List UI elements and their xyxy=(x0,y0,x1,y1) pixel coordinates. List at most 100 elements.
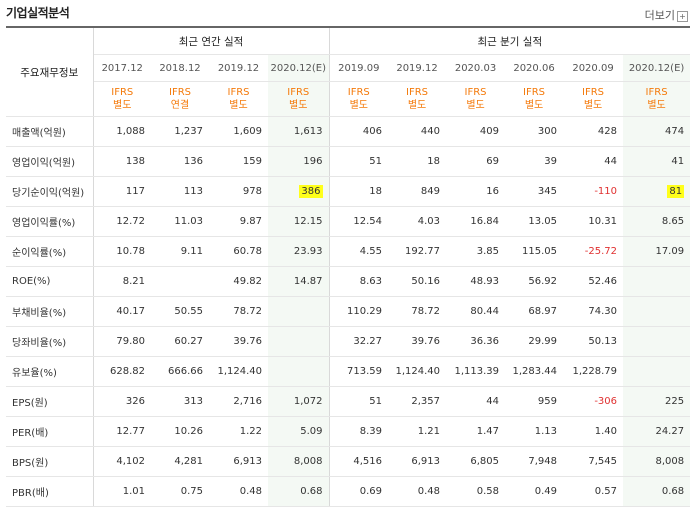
cell-value: 16.84 xyxy=(470,216,500,227)
period-header: 2020.12(E) xyxy=(623,54,691,82)
more-link[interactable]: 더보기 + xyxy=(645,7,688,23)
cell-value: 0.75 xyxy=(180,486,203,497)
cell-value: 1,124.40 xyxy=(395,366,441,377)
data-cell: 159 xyxy=(209,146,268,177)
data-cell: 1,088 xyxy=(93,116,151,147)
cell-value: 326 xyxy=(125,396,145,407)
cell-value: 159 xyxy=(242,156,262,167)
data-cell: 474 xyxy=(623,116,691,147)
data-cell: 1,124.40 xyxy=(209,356,268,387)
data-cell: 10.78 xyxy=(93,236,151,267)
standard-scope: 연결 xyxy=(170,100,190,111)
cell-value: 474 xyxy=(665,126,685,137)
cell-value: 7,545 xyxy=(588,456,618,467)
cell-value: 1.01 xyxy=(122,486,145,497)
cell-value: 1,072 xyxy=(293,396,323,407)
data-cell: 7,948 xyxy=(505,446,564,477)
data-cell: 48.93 xyxy=(446,266,506,297)
cell-value: 0.48 xyxy=(239,486,262,497)
data-cell: 4,102 xyxy=(93,446,151,477)
data-cell: 406 xyxy=(329,116,389,147)
data-cell: 9.87 xyxy=(209,206,268,237)
financial-table: 주요재무정보 최근 연간 실적 최근 분기 실적 2017.12 2018.12 2… xyxy=(6,26,691,507)
row-label: 영업이익(억원) xyxy=(6,146,94,177)
table-row: 매출액(억원) 1,088 1,237 1,609 1,613 406 440 409 300 4… xyxy=(6,116,691,147)
cell-value: 10.26 xyxy=(174,426,203,437)
data-cell: 0.68 xyxy=(623,476,691,507)
row-label: 매출액(억원) xyxy=(6,116,94,147)
cell-value: 225 xyxy=(665,396,685,407)
data-cell: 2,716 xyxy=(209,386,268,417)
cell-value: 1,228.79 xyxy=(572,366,618,377)
cell-value: 39.76 xyxy=(411,336,441,347)
cell-value: 117 xyxy=(125,186,145,197)
data-cell: 24.27 xyxy=(623,416,691,447)
data-cell: 78.72 xyxy=(209,296,268,327)
section-title: 기업실적분석 xyxy=(6,6,70,20)
data-cell: 138 xyxy=(93,146,151,177)
cell-value: 2,357 xyxy=(411,396,441,407)
cell-value: 1.21 xyxy=(417,426,441,437)
data-cell: 60.78 xyxy=(209,236,268,267)
data-cell: 1,113.39 xyxy=(446,356,506,387)
cell-value: 60.78 xyxy=(233,246,262,257)
data-cell: 39.76 xyxy=(388,326,447,357)
cell-value: -306 xyxy=(594,396,618,407)
data-cell: 9.11 xyxy=(151,236,209,267)
cell-value: 113 xyxy=(183,186,203,197)
cell-value: 32.27 xyxy=(353,336,383,347)
cell-value: 2,716 xyxy=(233,396,262,407)
data-cell: 29.99 xyxy=(505,326,564,357)
data-cell: 5.09 xyxy=(268,416,330,447)
cell-value: 50.55 xyxy=(174,306,203,317)
cell-value: 16 xyxy=(486,186,500,197)
cell-value: 1,613 xyxy=(293,126,323,137)
data-cell: 10.31 xyxy=(563,206,624,237)
data-cell: 80.44 xyxy=(446,296,506,327)
cell-value: 39 xyxy=(544,156,558,167)
data-cell: 1.01 xyxy=(93,476,151,507)
cell-value: 1.13 xyxy=(534,426,558,437)
data-cell: 51 xyxy=(329,386,389,417)
cell-value: 1,283.44 xyxy=(512,366,558,377)
data-cell: 7,545 xyxy=(563,446,624,477)
cell-value: 409 xyxy=(479,126,500,137)
cell-value: 44 xyxy=(604,156,618,167)
row-label: PER(배) xyxy=(6,416,94,447)
data-cell: 39.76 xyxy=(209,326,268,357)
table-row: 당기순이익(억원) 117 113 978 386 18 849 16 345 -110 81 xyxy=(6,176,691,207)
cell-value: 0.57 xyxy=(594,486,618,497)
cell-value: 14.87 xyxy=(293,276,323,287)
data-cell: 10.26 xyxy=(151,416,209,447)
cell-value: 80.44 xyxy=(470,306,500,317)
cell-value: 406 xyxy=(362,126,383,137)
period-header: 2020.12(E) xyxy=(268,54,330,82)
data-cell: 52.46 xyxy=(563,266,624,297)
period-header: 2018.12 xyxy=(151,54,209,82)
data-cell: -110 xyxy=(563,176,624,207)
cell-value: 7,948 xyxy=(528,456,558,467)
cell-value: 60.27 xyxy=(174,336,203,347)
period-header: 2019.09 xyxy=(329,54,389,82)
data-cell: 11.03 xyxy=(151,206,209,237)
cell-value: 136 xyxy=(183,156,203,167)
cell-value: 1,124.40 xyxy=(217,366,262,377)
cell-value: 8.63 xyxy=(359,276,383,287)
cell-value: 49.82 xyxy=(233,276,262,287)
cell-value: 48.93 xyxy=(470,276,500,287)
cell-value: 78.72 xyxy=(233,306,262,317)
standard-type: IFRS xyxy=(169,87,191,98)
row-label: EPS(원) xyxy=(6,386,94,417)
cell-value: 51 xyxy=(369,396,383,407)
group-quarter-header: 최근 분기 실적 xyxy=(329,26,691,55)
standard-scope: 별도 xyxy=(647,100,666,111)
standard-scope: 별도 xyxy=(524,100,544,111)
row-label: 순이익률(%) xyxy=(6,236,94,267)
cell-value: 12.54 xyxy=(353,216,383,227)
cell-value: 1.22 xyxy=(239,426,262,437)
row-label: ROE(%) xyxy=(6,266,94,297)
cell-value: 29.99 xyxy=(528,336,558,347)
data-cell: 1,072 xyxy=(268,386,330,417)
data-cell: -306 xyxy=(563,386,624,417)
cell-value: 8.39 xyxy=(359,426,383,437)
